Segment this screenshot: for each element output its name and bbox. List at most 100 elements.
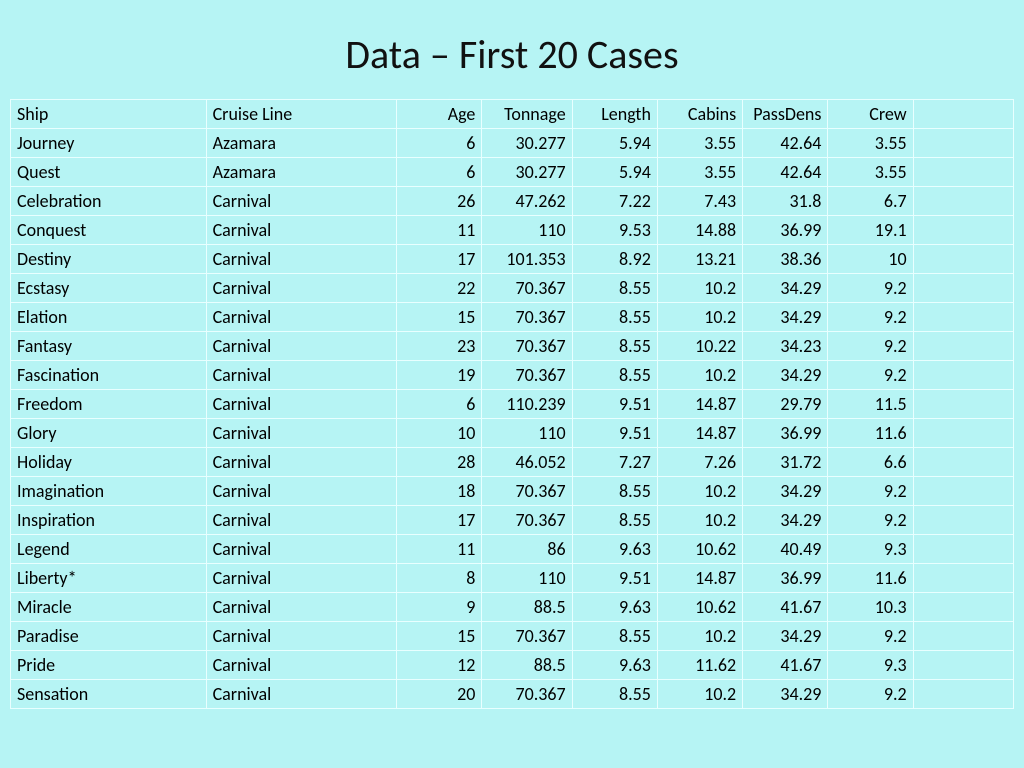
col-header: PassDens	[743, 100, 828, 129]
table-cell: 86	[482, 535, 572, 564]
table-cell: 11	[397, 216, 482, 245]
table-row: DestinyCarnival17101.3538.9213.2138.3610	[11, 245, 1014, 274]
table-cell: 9.51	[572, 564, 657, 593]
table-cell: 7.27	[572, 448, 657, 477]
table-cell	[913, 680, 1013, 709]
table-cell: 34.29	[743, 506, 828, 535]
table-cell: 70.367	[482, 477, 572, 506]
table-cell	[913, 593, 1013, 622]
table-cell: Carnival	[206, 651, 397, 680]
table-cell: 9.3	[828, 651, 913, 680]
table-cell: Glory	[11, 419, 207, 448]
table-cell: 41.67	[743, 593, 828, 622]
table-cell: 9.63	[572, 651, 657, 680]
table-cell: Carnival	[206, 274, 397, 303]
table-cell: 10.3	[828, 593, 913, 622]
table-cell: 41.67	[743, 651, 828, 680]
table-cell	[913, 274, 1013, 303]
table-row: ElationCarnival1570.3678.5510.234.299.2	[11, 303, 1014, 332]
table-cell: 6	[397, 129, 482, 158]
table-cell: 101.353	[482, 245, 572, 274]
table-body: JourneyAzamara630.2775.943.5542.643.55Qu…	[11, 129, 1014, 709]
table-cell: 9.2	[828, 332, 913, 361]
table-cell: 34.29	[743, 274, 828, 303]
table-cell: 3.55	[657, 129, 742, 158]
table-cell: 5.94	[572, 158, 657, 187]
slide: Data – First 20 Cases ShipCruise LineAge…	[0, 0, 1024, 768]
table-cell: 22	[397, 274, 482, 303]
table-cell: Carnival	[206, 564, 397, 593]
table-cell: 7.26	[657, 448, 742, 477]
table-cell: Carnival	[206, 216, 397, 245]
table-row: GloryCarnival101109.5114.8736.9911.6	[11, 419, 1014, 448]
table-cell: 110	[482, 564, 572, 593]
table-cell: 70.367	[482, 361, 572, 390]
table-cell: Carnival	[206, 332, 397, 361]
col-header: Crew	[828, 100, 913, 129]
table-cell: Liberty*	[11, 564, 207, 593]
table-cell: 11.62	[657, 651, 742, 680]
table-cell: Carnival	[206, 187, 397, 216]
table-row: HolidayCarnival2846.0527.277.2631.726.6	[11, 448, 1014, 477]
table-cell: 14.87	[657, 564, 742, 593]
table-cell: 14.88	[657, 216, 742, 245]
table-cell: 3.55	[657, 158, 742, 187]
table-cell: Legend	[11, 535, 207, 564]
table-cell	[913, 187, 1013, 216]
table-cell: Carnival	[206, 506, 397, 535]
table-cell: 15	[397, 303, 482, 332]
table-cell	[913, 506, 1013, 535]
table-cell: 10.62	[657, 535, 742, 564]
table-row: FascinationCarnival1970.3678.5510.234.29…	[11, 361, 1014, 390]
table-row: JourneyAzamara630.2775.943.5542.643.55	[11, 129, 1014, 158]
table-cell: 14.87	[657, 390, 742, 419]
table-row: FreedomCarnival6110.2399.5114.8729.7911.…	[11, 390, 1014, 419]
table-cell: Inspiration	[11, 506, 207, 535]
table-cell: 7.22	[572, 187, 657, 216]
table-cell: Carnival	[206, 593, 397, 622]
table-cell: 70.367	[482, 303, 572, 332]
table-cell: 8.55	[572, 332, 657, 361]
table-cell: 5.94	[572, 129, 657, 158]
table-cell: 17	[397, 245, 482, 274]
table-cell: 10.62	[657, 593, 742, 622]
table-cell: 8	[397, 564, 482, 593]
table-cell: 38.36	[743, 245, 828, 274]
table-row: LegendCarnival11869.6310.6240.499.3	[11, 535, 1014, 564]
table-cell: 70.367	[482, 680, 572, 709]
table-cell: 28	[397, 448, 482, 477]
table-cell: 110	[482, 216, 572, 245]
table-cell	[913, 564, 1013, 593]
table-cell: Carnival	[206, 361, 397, 390]
table-cell	[913, 419, 1013, 448]
table-cell: 30.277	[482, 158, 572, 187]
table-cell: 9.2	[828, 274, 913, 303]
table-cell: 9.53	[572, 216, 657, 245]
table-cell: 88.5	[482, 651, 572, 680]
table-cell: Holiday	[11, 448, 207, 477]
table-cell: 36.99	[743, 419, 828, 448]
table-cell: 70.367	[482, 506, 572, 535]
table-cell: 9.2	[828, 506, 913, 535]
table-cell: Ecstasy	[11, 274, 207, 303]
table-cell: 8.55	[572, 361, 657, 390]
table-cell: 11	[397, 535, 482, 564]
table-cell: 14.87	[657, 419, 742, 448]
table-cell	[913, 216, 1013, 245]
table-row: QuestAzamara630.2775.943.5542.643.55	[11, 158, 1014, 187]
table-cell: 9.2	[828, 361, 913, 390]
table-cell: Fascination	[11, 361, 207, 390]
table-cell: 42.64	[743, 129, 828, 158]
table-cell: Carnival	[206, 390, 397, 419]
table-cell	[913, 129, 1013, 158]
table-cell: Journey	[11, 129, 207, 158]
table-row: SensationCarnival2070.3678.5510.234.299.…	[11, 680, 1014, 709]
table-cell	[913, 477, 1013, 506]
table-cell: Carnival	[206, 535, 397, 564]
table-cell: 36.99	[743, 564, 828, 593]
col-header: Length	[572, 100, 657, 129]
table-cell: 23	[397, 332, 482, 361]
table-cell	[913, 303, 1013, 332]
table-cell: 12	[397, 651, 482, 680]
table-cell: 40.49	[743, 535, 828, 564]
